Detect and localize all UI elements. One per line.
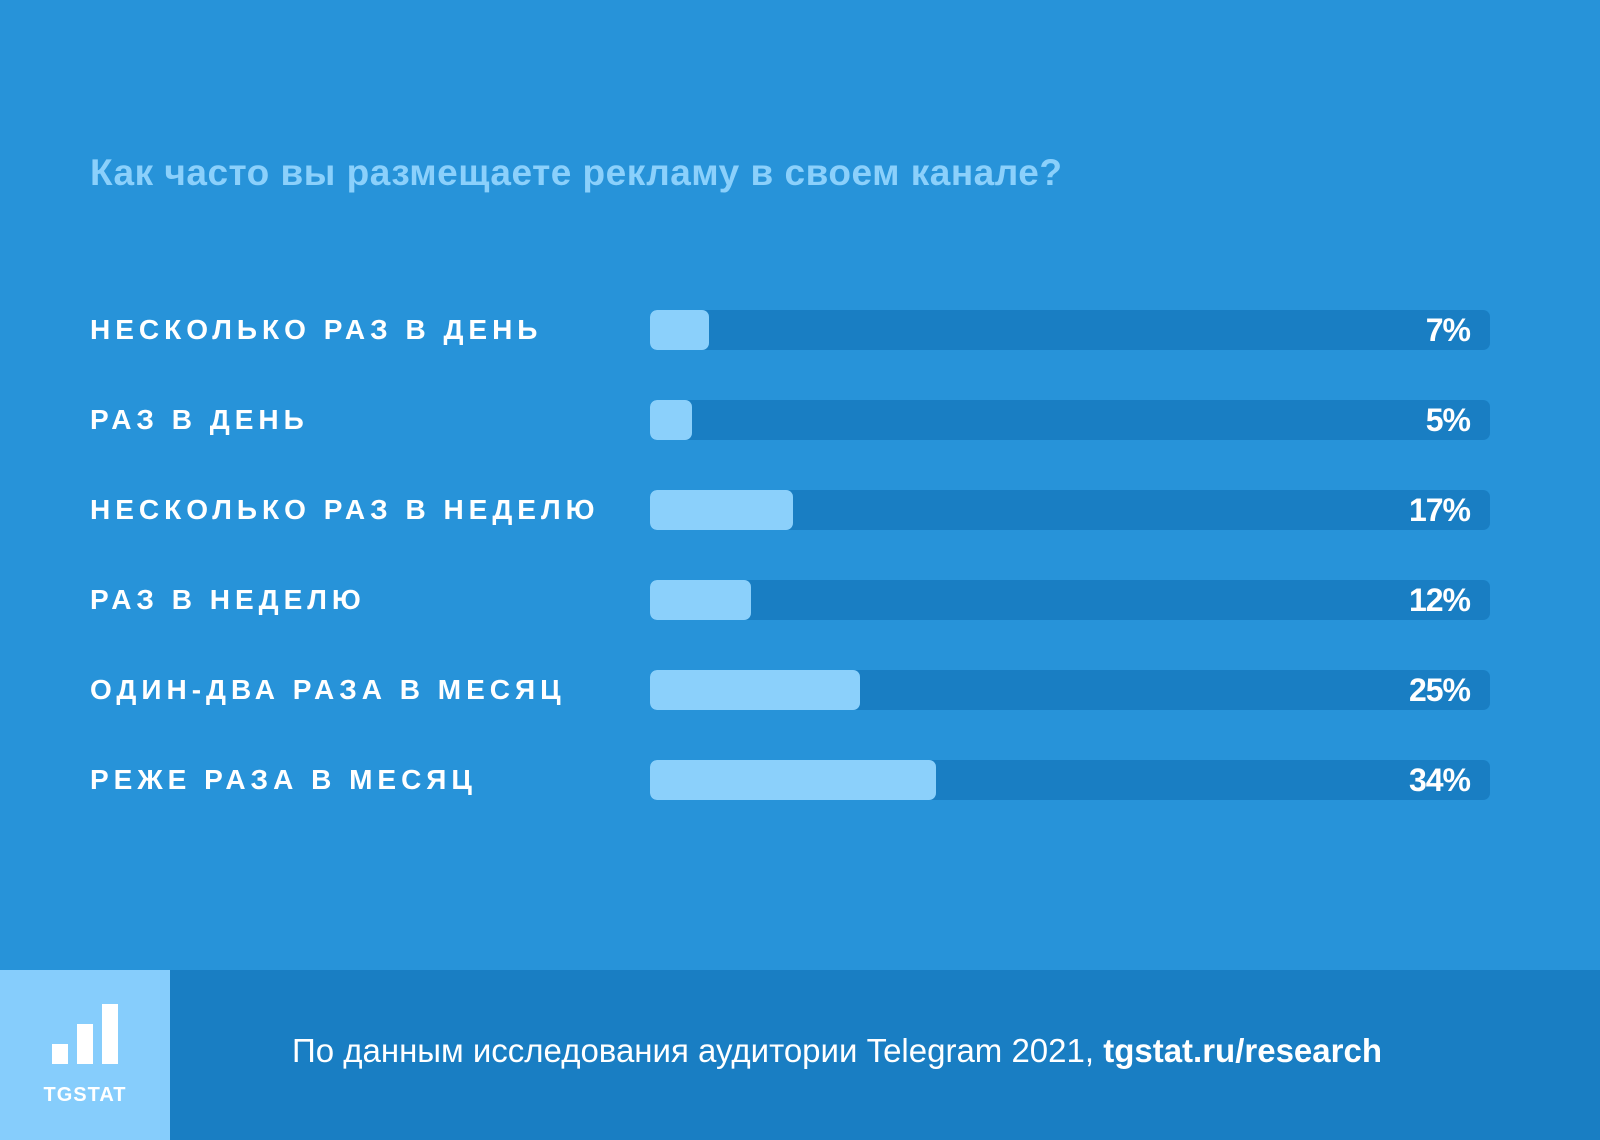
- category-label: РЕЖЕ РАЗА В МЕСЯЦ: [90, 764, 477, 795]
- bar: [650, 310, 709, 350]
- bar: [650, 670, 860, 710]
- value-label: 34%: [1408, 762, 1471, 798]
- bar-track: 34%: [650, 760, 1490, 800]
- category-label: ОДИН-ДВА РАЗА В МЕСЯЦ: [90, 674, 566, 705]
- value-label: 5%: [1425, 402, 1471, 438]
- bar-track: 25%: [650, 670, 1490, 710]
- bar-track: 5%: [650, 400, 1490, 440]
- chart-title: Как часто вы размещаете рекламу в своем …: [90, 152, 1063, 193]
- bar: [650, 580, 751, 620]
- bar-chart-logo-icon: [52, 1004, 118, 1064]
- value-label: 25%: [1408, 672, 1471, 708]
- bar-chart: НЕСКОЛЬКО РАЗ В ДЕНЬ 7% РАЗ В ДЕНЬ 5% НЕСКОЛ…: [90, 310, 1490, 800]
- tgstat-logo: TGSTAT: [0, 970, 170, 1140]
- source-note: По данным исследования аудитории Telegra…: [292, 1032, 1382, 1070]
- source-link[interactable]: tgstat.ru/research: [1103, 1032, 1382, 1069]
- category-label: НЕСКОЛЬКО РАЗ В НЕДЕЛЮ: [90, 494, 600, 525]
- value-label: 12%: [1408, 582, 1471, 618]
- category-label: РАЗ В ДЕНЬ: [90, 404, 309, 435]
- value-label: 17%: [1408, 492, 1471, 528]
- bar-track: 17%: [650, 490, 1490, 530]
- bar: [650, 490, 793, 530]
- logo-text: TGSTAT: [43, 1084, 127, 1106]
- bar: [650, 760, 936, 800]
- source-text: По данным исследования аудитории Telegra…: [292, 1032, 1104, 1069]
- footer: TGSTAT По данным исследования аудитории …: [0, 970, 1600, 1140]
- value-label: 7%: [1425, 312, 1471, 348]
- category-label: РАЗ В НЕДЕЛЮ: [90, 584, 366, 615]
- category-label: НЕСКОЛЬКО РАЗ В ДЕНЬ: [90, 314, 543, 345]
- bar-track: 12%: [650, 580, 1490, 620]
- bar-track: 7%: [650, 310, 1490, 350]
- bar: [650, 400, 692, 440]
